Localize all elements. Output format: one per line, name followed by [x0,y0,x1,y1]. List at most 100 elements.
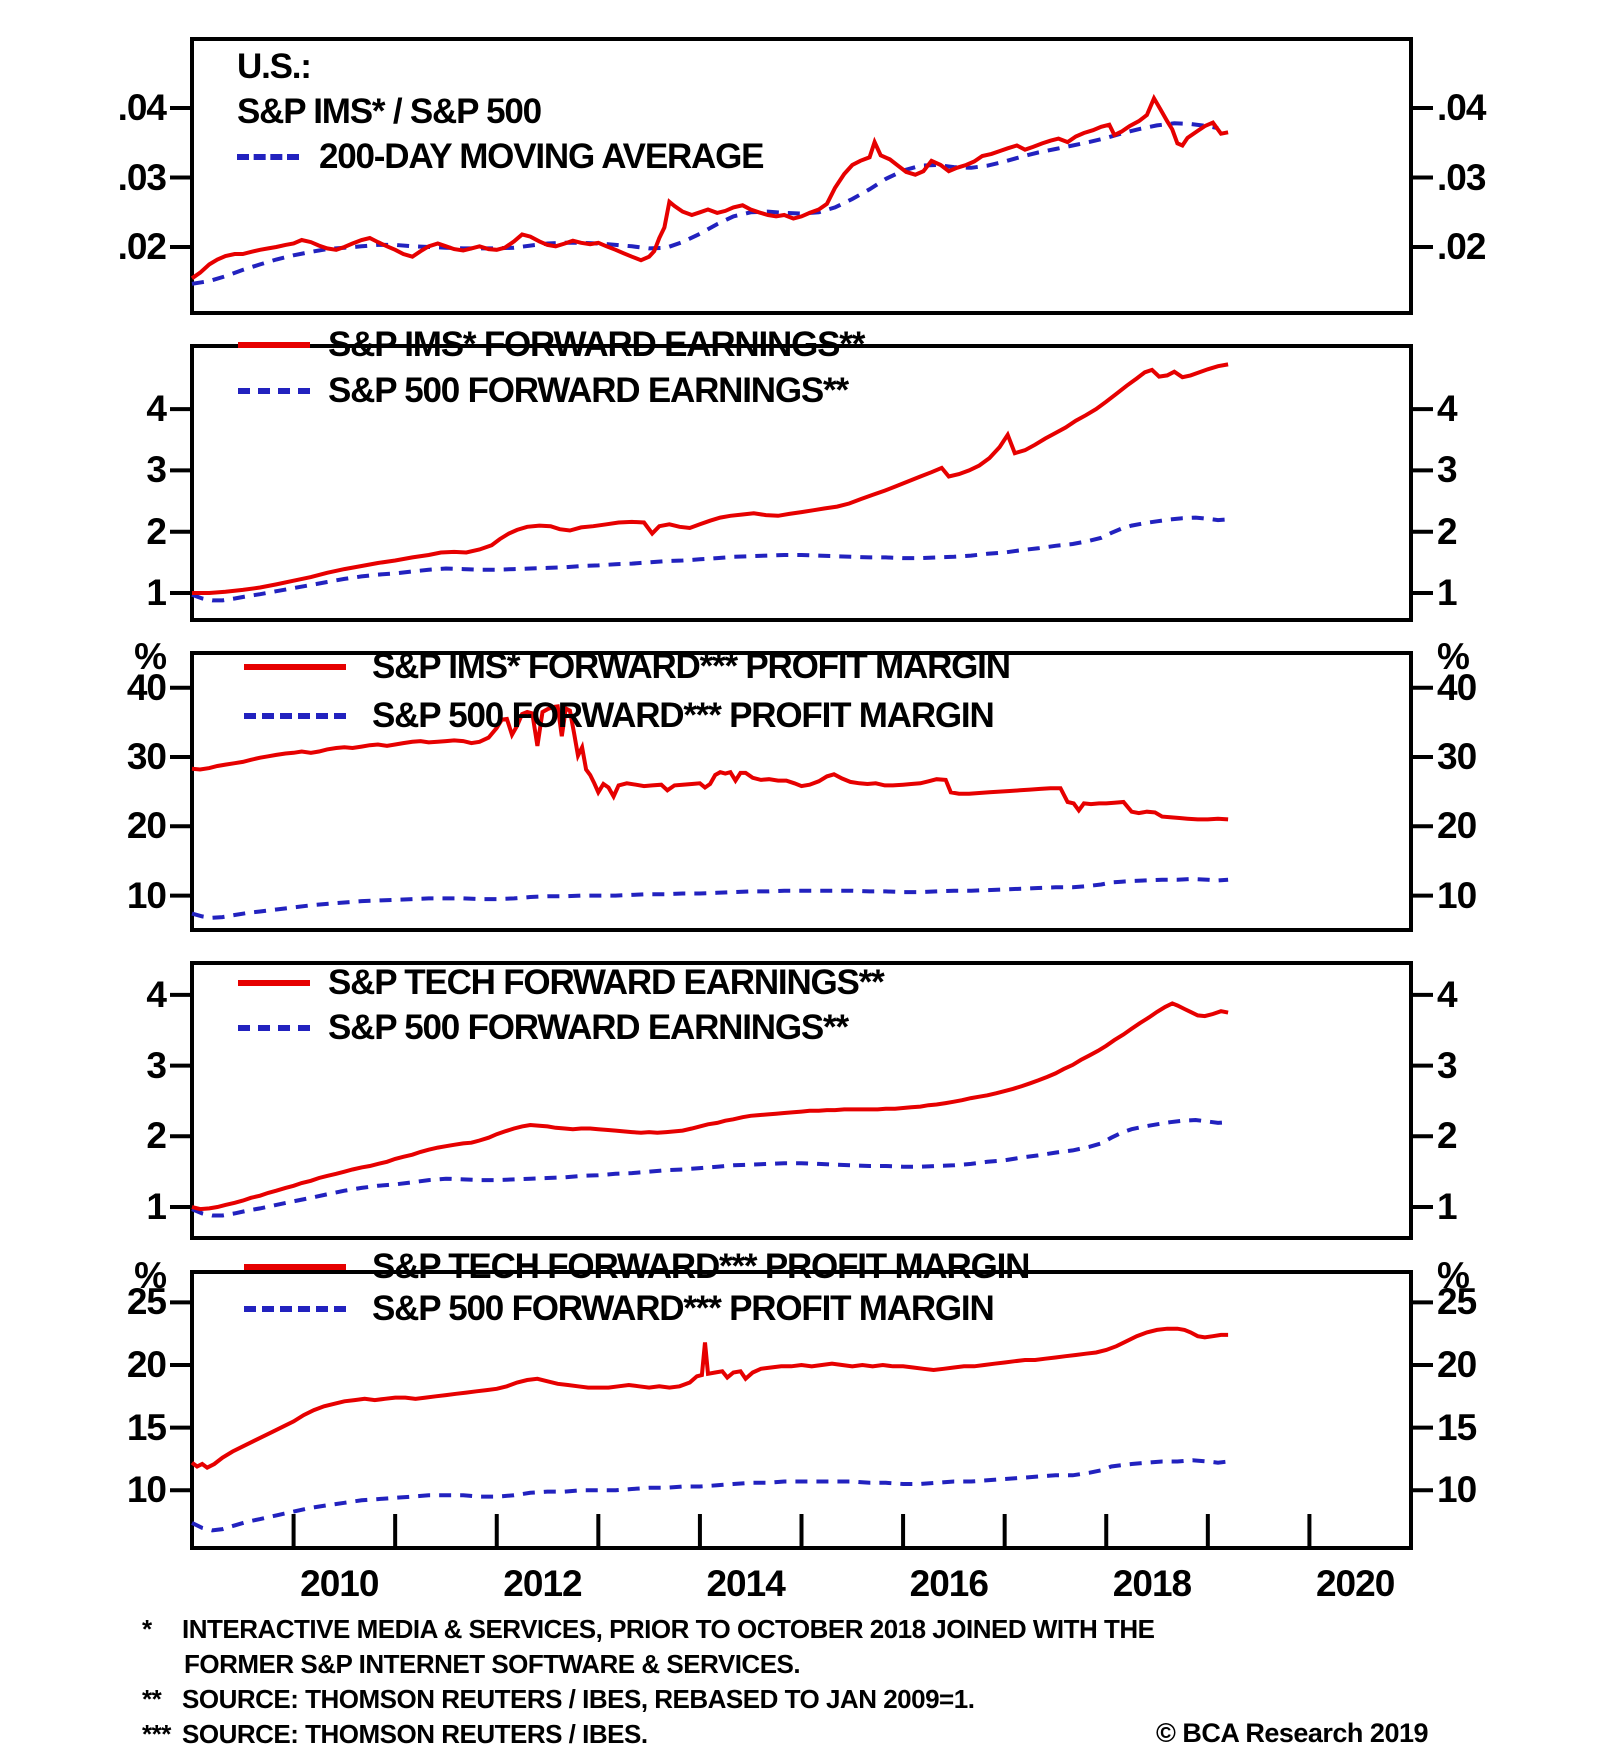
footnote-marker: *** [142,1719,171,1749]
x-axis-year-label: 2010 [300,1563,379,1604]
legend-row: S&P 500 FORWARD*** PROFIT MARGIN [244,1288,1029,1330]
y-axis-label-left: 20 [126,805,167,847]
y-axis-unit-left: % [134,636,167,677]
y-axis-label-right: .04 [1437,87,1486,128]
legend-row: S&P TECH FORWARD*** PROFIT MARGIN [244,1246,1030,1288]
y-axis-label-left: .03 [117,156,167,198]
y-axis-label-left: 10 [126,874,167,916]
series-label-ims-earnings: S&P IMS* FORWARD EARNINGS** [328,325,865,364]
y-axis-label-right: 2 [1437,1115,1458,1157]
series-line-dashed-blue [191,1117,1229,1218]
legend-row: S&P IMS* / S&P 500 [237,89,763,134]
y-axis-label-right: 30 [1437,736,1477,777]
y-axis-label-left: 20 [126,1344,167,1385]
series-label-ims-ratio: S&P IMS* / S&P 500 [237,91,542,131]
footnote-text: SOURCE: THOMSON REUTERS / IBES. [182,1719,648,1749]
y-axis-unit-left: % [134,1255,167,1296]
legend-row: S&P 500 FORWARD*** PROFIT MARGIN [244,691,1010,740]
series-label-sp500-earnings2: S&P 500 FORWARD EARNINGS** [328,1007,849,1047]
y-axis-label-left: 10 [126,1469,167,1511]
series-line-solid-red [191,1001,1229,1212]
footnote-marker: * [142,1614,152,1644]
legend-row: S&P IMS* FORWARD*** PROFIT MARGIN [244,642,1011,691]
y-axis-label-left: 3 [146,449,167,491]
series-line-dashed-blue [191,515,1229,603]
series-label-tech-earnings: S&P TECH FORWARD EARNINGS** [328,962,885,1002]
y-axis-label-left: 30 [126,736,167,777]
solid-line-swatch [238,979,310,986]
y-axis-label-left: .04 [117,87,167,128]
panel5-legend: S&P TECH FORWARD*** PROFIT MARGIN S&P 50… [244,1246,1030,1330]
y-axis-label-right: 1 [1437,1186,1458,1227]
solid-line-swatch [244,663,346,670]
series-line-solid-red [190,93,1229,280]
panel4-legend: S&P TECH FORWARD EARNINGS** S&P 500 FORW… [238,960,885,1050]
legend-row: S&P IMS* FORWARD EARNINGS** [238,322,865,368]
y-axis-label-right: 20 [1437,805,1477,847]
x-axis-year-label: 2018 [1112,1563,1192,1604]
legend-row: U.S.: [237,44,763,89]
dashed-line-swatch [238,1024,310,1031]
y-axis-label-right: 4 [1437,388,1458,430]
series-line-dashed-blue [191,1458,1229,1533]
y-axis-label-left: 4 [146,973,167,1015]
series-line-dashed-blue [191,121,1219,286]
y-axis-label-right: 3 [1437,1044,1458,1086]
y-axis-unit-right: % [1437,636,1470,677]
y-axis-label-right: 2 [1437,510,1458,552]
panel2-legend: S&P IMS* FORWARD EARNINGS** S&P 500 FORW… [238,322,865,414]
y-axis-label-left: 40 [126,666,167,708]
legend-row: 200-DAY MOVING AVERAGE [237,134,764,179]
series-label-sp500-margin: S&P 500 FORWARD*** PROFIT MARGIN [372,695,995,735]
panel-frame [190,1270,1413,1550]
solid-line-swatch [238,342,310,348]
y-axis-label-right: 3 [1437,449,1458,491]
legend-row: S&P TECH FORWARD EARNINGS** [238,960,885,1005]
solid-line-swatch [244,1264,346,1270]
dashed-line-swatch [237,153,299,160]
y-axis-label-right: 15 [1437,1406,1477,1448]
footnote-text: FORMER S&P INTERNET SOFTWARE & SERVICES. [184,1649,801,1679]
y-axis-label-right: .03 [1437,156,1486,198]
y-axis-label-right: 25 [1437,1281,1477,1323]
footnote-line: FORMER S&P INTERNET SOFTWARE & SERVICES. [142,1647,1154,1682]
panel-frame [190,961,1413,1240]
y-axis-label-left: 1 [146,1186,167,1227]
chart-region-label: U.S.: [237,46,312,86]
y-axis-label-left: 1 [146,572,167,613]
y-axis-label-right: 20 [1437,1344,1477,1385]
footnote-line: ** SOURCE: THOMSON REUTERS / IBES, REBAS… [142,1682,1154,1717]
series-line-dashed-blue [191,876,1229,920]
y-axis-label-right: .02 [1437,226,1486,267]
series-line-solid-red [192,362,1229,595]
series-line-solid-red [190,1326,1229,1471]
series-label-tech-margin: S&P TECH FORWARD*** PROFIT MARGIN [372,1247,1030,1286]
y-axis-label-left: 15 [126,1406,167,1448]
y-axis-label-left: 2 [146,510,167,552]
y-axis-label-left: 2 [146,1115,167,1157]
series-label-sp500-margin2: S&P 500 FORWARD*** PROFIT MARGIN [372,1289,995,1328]
panel3-legend: S&P IMS* FORWARD*** PROFIT MARGIN S&P 50… [244,642,1011,740]
x-axis-year-label: 2016 [909,1563,989,1604]
footnotes: * INTERACTIVE MEDIA & SERVICES, PRIOR TO… [142,1612,1155,1752]
footnote-marker [142,1647,182,1682]
x-axis-year-label: 2012 [503,1563,582,1604]
series-label-200dma: 200-DAY MOVING AVERAGE [319,136,764,176]
copyright-notice: © BCA Research 2019 [1155,1718,1429,1748]
legend-row: S&P 500 FORWARD EARNINGS** [238,368,864,414]
y-axis-label-right: 10 [1437,874,1477,916]
y-axis-label-right: 10 [1437,1469,1477,1511]
panel-frame [190,651,1413,932]
dashed-line-swatch [244,1306,346,1312]
y-axis-label-left: 25 [126,1281,167,1323]
y-axis-label-right: 4 [1437,973,1458,1015]
y-axis-label-left: 3 [146,1044,167,1086]
dashed-line-swatch [238,388,310,394]
footnote-marker: ** [142,1684,162,1714]
y-axis-unit-right: % [1437,1255,1470,1296]
footnote-line: *** SOURCE: THOMSON REUTERS / IBES. [142,1717,1154,1752]
footnote-line: * INTERACTIVE MEDIA & SERVICES, PRIOR TO… [142,1612,1155,1647]
footnote-text: INTERACTIVE MEDIA & SERVICES, PRIOR TO O… [182,1614,1155,1644]
dashed-line-swatch [244,712,346,719]
